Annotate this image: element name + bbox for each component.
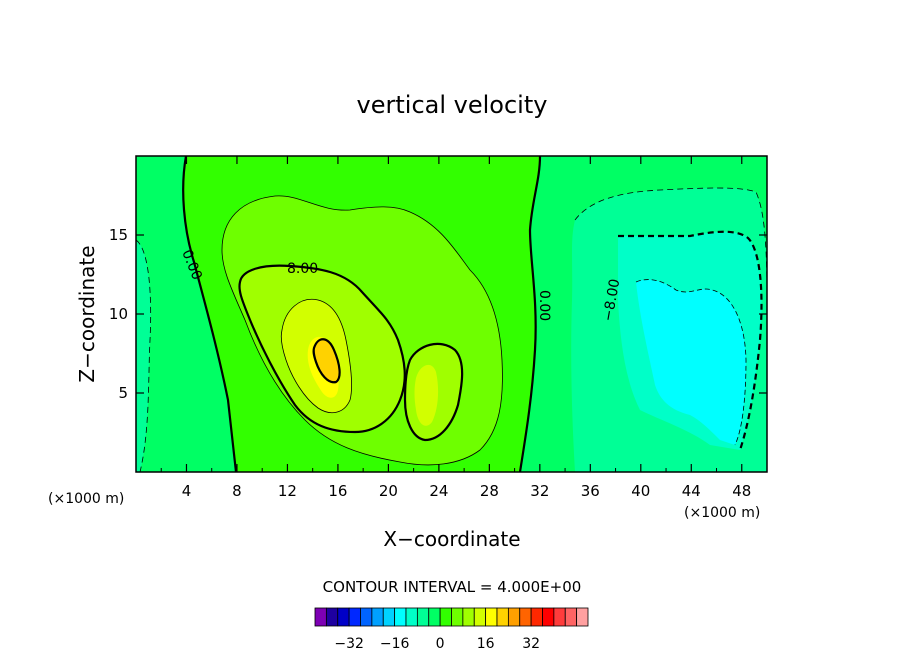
contour-plus8-east — [403, 342, 464, 442]
contour-zero-east — [518, 156, 542, 472]
colorbar-tick-label: −16 — [380, 636, 410, 652]
colorbar-swatch — [314, 607, 327, 627]
x-tick-label: 28 — [480, 482, 499, 500]
x-tick-label: 36 — [581, 482, 600, 500]
x-tick-label: 48 — [732, 482, 751, 500]
contour-minus4-west — [136, 239, 152, 472]
colorbar-swatch — [553, 607, 566, 627]
x-unit-label-left: (×1000 m) — [48, 491, 124, 507]
colorbar-tick-label: −32 — [334, 636, 364, 652]
colorbar-swatch — [428, 607, 441, 627]
colorbar-swatch — [325, 607, 339, 627]
colorbar-tick-label: 32 — [522, 636, 540, 652]
contour-label: −8.00 — [600, 278, 623, 323]
colorbar-swatch — [360, 607, 373, 627]
x-tick-label: 40 — [631, 482, 650, 500]
colorbar-swatch — [542, 607, 555, 627]
colorbar-swatch — [564, 607, 578, 627]
x-tick-label: 24 — [429, 482, 448, 500]
x-tick-label: 12 — [278, 482, 297, 500]
fill-west-band — [136, 156, 236, 472]
colorbar-swatch — [496, 607, 509, 627]
colorbar-tick-label: 16 — [477, 636, 495, 652]
colorbar-swatch — [348, 607, 361, 627]
contour-plus4 — [221, 195, 503, 466]
contour-label: 0.00 — [536, 290, 552, 321]
x-axis-label: X−coordinate — [383, 527, 520, 551]
colorbar-swatch — [405, 607, 418, 627]
colorbar-swatch — [576, 607, 589, 627]
colorbar-swatch — [530, 607, 543, 627]
fill-west-edge — [136, 240, 151, 472]
x-axis: 4 8 12 16 20 24 28 32 36 40 44 48 — [160, 156, 751, 500]
contour-plus12 — [280, 298, 353, 414]
x-tick-label: 32 — [530, 482, 549, 500]
x-tick-label: 20 — [379, 482, 398, 500]
y-axis: 5 10 15 — [109, 226, 767, 402]
y-axis-label: Z−coordinate — [75, 245, 99, 382]
colorbar-swatch — [507, 607, 521, 627]
contour-plus8 — [238, 264, 406, 434]
colorbar — [314, 607, 589, 627]
colorbar-swatch — [519, 607, 532, 627]
x-unit-label-right: (×1000 m) — [684, 505, 760, 521]
colorbar-ticks: −32 −16 0 16 32 — [334, 636, 540, 652]
colorbar-swatch — [371, 607, 384, 627]
x-tick-label: 44 — [682, 482, 701, 500]
contour-plus16 — [312, 338, 341, 384]
y-tick-label: 5 — [118, 384, 128, 402]
colorbar-tick-label: 0 — [436, 636, 445, 652]
colorbar-swatch — [394, 607, 407, 627]
fill-east-minus12 — [636, 279, 746, 445]
chart-title: vertical velocity — [357, 91, 548, 119]
x-tick-label: 16 — [328, 482, 347, 500]
colorbar-swatch — [439, 607, 452, 627]
contour-interval-text: CONTOUR INTERVAL = 4.000E+00 — [323, 578, 582, 596]
colorbar-swatch — [451, 607, 464, 627]
colorbar-swatch — [473, 607, 487, 627]
x-tick-label: 4 — [182, 482, 192, 500]
contour-minus8 — [618, 230, 763, 451]
y-tick-label: 15 — [109, 226, 128, 244]
contour-field — [136, 156, 767, 472]
colorbar-swatch — [462, 607, 475, 627]
colorbar-swatch — [382, 607, 396, 627]
contour-label: 8.00 — [287, 261, 318, 277]
contour-zero-west — [182, 156, 238, 472]
contour-minus4 — [574, 187, 767, 301]
colorbar-swatch — [416, 607, 430, 627]
contour-minus12 — [635, 279, 747, 446]
colorbar-swatch — [485, 607, 498, 627]
fill-pos-12-east — [414, 364, 439, 426]
y-tick-label: 10 — [109, 305, 128, 323]
colorbar-swatch — [337, 607, 350, 627]
x-tick-label: 8 — [232, 482, 242, 500]
